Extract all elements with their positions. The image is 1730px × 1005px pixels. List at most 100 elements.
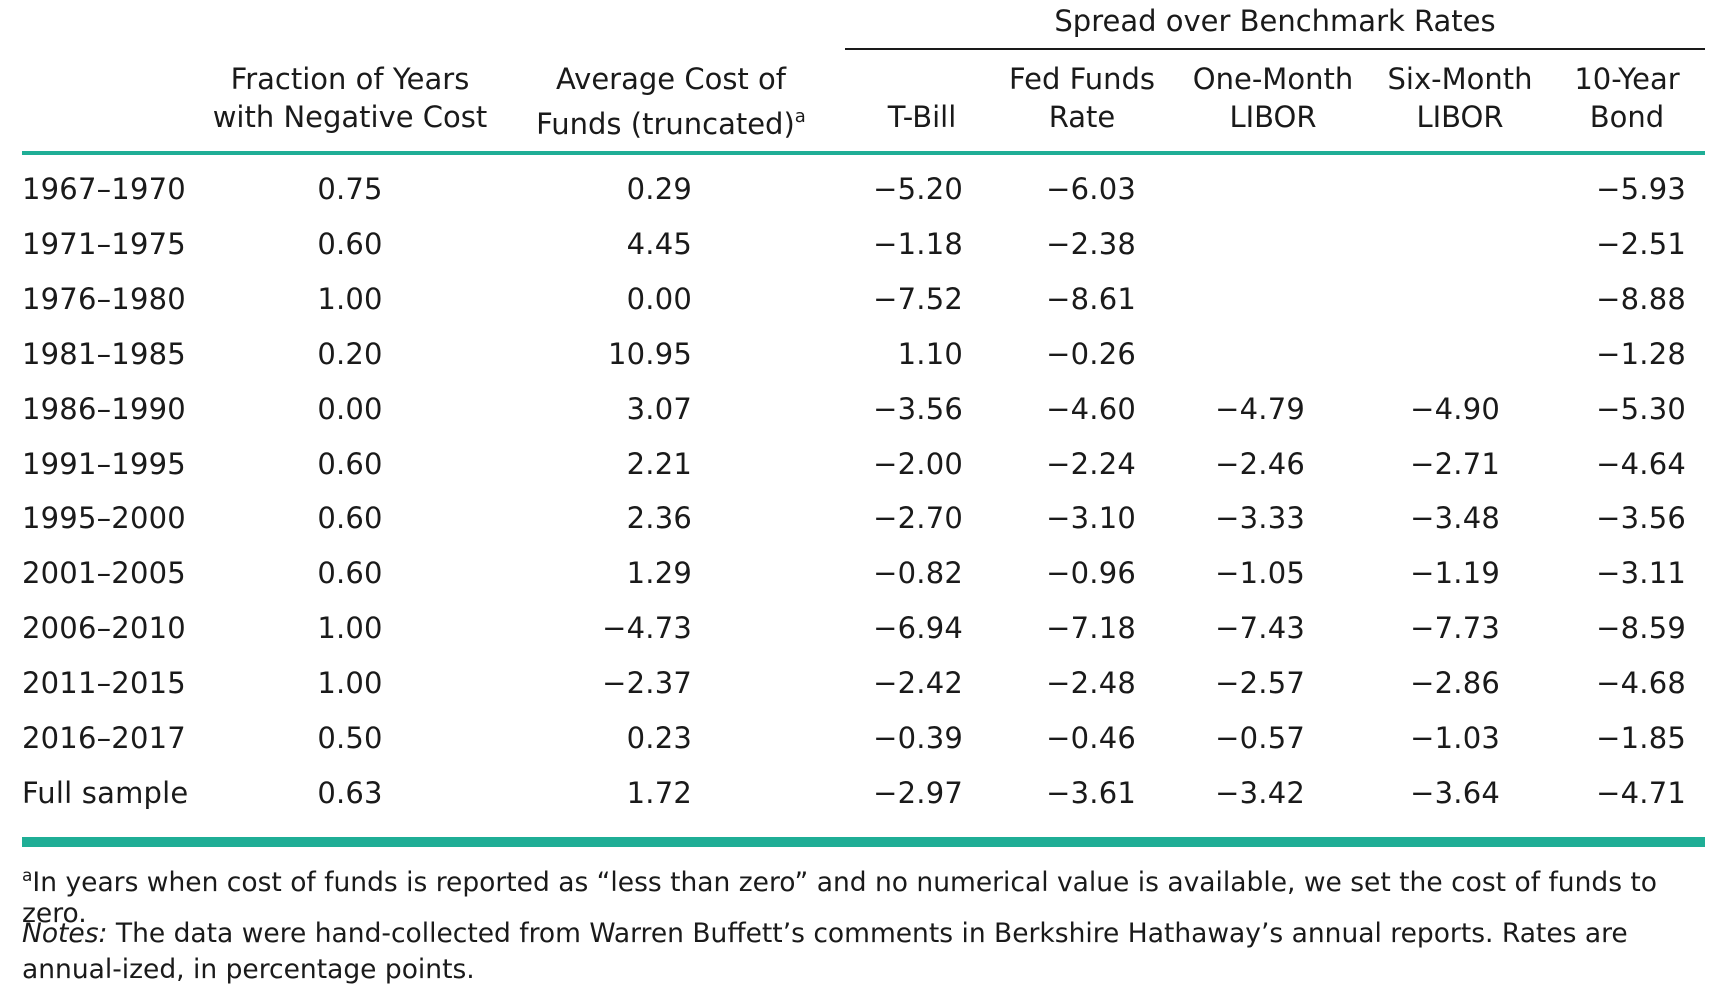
table-cell: −2.51 bbox=[1596, 227, 1686, 261]
column-header-5: One-Month LIBOR bbox=[1123, 60, 1423, 136]
table-cell: −5.93 bbox=[1596, 172, 1686, 206]
table-cell: −5.30 bbox=[1596, 392, 1686, 426]
table-cell: 2.36 bbox=[626, 501, 692, 535]
row-label: 1986–1990 bbox=[22, 392, 186, 426]
table-cell: 0.29 bbox=[626, 172, 692, 206]
table-cell: −2.57 bbox=[1215, 666, 1305, 700]
column-header-line1: Fraction of Years bbox=[230, 62, 470, 96]
column-header-4: Fed Funds Rate bbox=[932, 60, 1232, 136]
table-cell: −1.18 bbox=[873, 227, 963, 261]
table-cell: −0.82 bbox=[873, 556, 963, 590]
table-cell: −3.61 bbox=[1046, 776, 1136, 810]
table-cell: 0.00 bbox=[626, 282, 692, 316]
column-header-line2: Bond bbox=[1477, 98, 1730, 136]
table-cell: −3.56 bbox=[1596, 501, 1686, 535]
table-cell: −7.43 bbox=[1215, 611, 1305, 645]
column-header-line2-text: T-Bill bbox=[887, 100, 957, 134]
row-label: 2011–2015 bbox=[22, 666, 186, 700]
footnote: aIn years when cost of funds is reported… bbox=[22, 866, 1730, 929]
row-label: 1981–1985 bbox=[22, 337, 186, 371]
column-header-line1: Fed Funds bbox=[1009, 62, 1155, 96]
table-cell: −2.00 bbox=[873, 447, 963, 481]
table-cell: −6.03 bbox=[1046, 172, 1136, 206]
table-cell: −4.71 bbox=[1596, 776, 1686, 810]
table-cell: 1.10 bbox=[897, 337, 963, 371]
table-cell: −3.64 bbox=[1410, 776, 1500, 810]
column-header-superscript: a bbox=[794, 106, 806, 127]
notes-text: The data were hand-collected from Warren… bbox=[22, 918, 1628, 985]
table-cell: −2.38 bbox=[1046, 227, 1136, 261]
column-header-line2-text: LIBOR bbox=[1416, 100, 1504, 134]
table-cell: −7.18 bbox=[1046, 611, 1136, 645]
row-label: 1971–1975 bbox=[22, 227, 186, 261]
notes: Notes: The data were hand-collected from… bbox=[22, 916, 1722, 988]
table-cell: −0.96 bbox=[1046, 556, 1136, 590]
column-header-line1: Average Cost of bbox=[556, 62, 786, 96]
table-cell: −5.20 bbox=[873, 172, 963, 206]
table-cell: 0.20 bbox=[317, 337, 383, 371]
table-cell: 4.45 bbox=[626, 227, 692, 261]
table-cell: 0.00 bbox=[317, 392, 383, 426]
table-cell: 3.07 bbox=[626, 392, 692, 426]
column-header-line1: 10-Year bbox=[1574, 62, 1680, 96]
spread-group-rule bbox=[845, 48, 1705, 50]
table-cell: −2.86 bbox=[1410, 666, 1500, 700]
table-cell: −3.48 bbox=[1410, 501, 1500, 535]
table-cell: 1.00 bbox=[317, 666, 383, 700]
table-cell: −1.28 bbox=[1596, 337, 1686, 371]
table-cell: −8.88 bbox=[1596, 282, 1686, 316]
column-header-line1: Six-Month bbox=[1387, 62, 1533, 96]
column-header-6: Six-Month LIBOR bbox=[1310, 60, 1610, 136]
table-cell: 0.60 bbox=[317, 227, 383, 261]
table-cell: −4.64 bbox=[1596, 447, 1686, 481]
table-cell: −4.60 bbox=[1046, 392, 1136, 426]
table-cell: −4.90 bbox=[1410, 392, 1500, 426]
table-cell: −1.85 bbox=[1596, 721, 1686, 755]
table-cell: −3.56 bbox=[873, 392, 963, 426]
table-cell: −3.10 bbox=[1046, 501, 1136, 535]
row-label: 1967–1970 bbox=[22, 172, 186, 206]
table-cell: −2.46 bbox=[1215, 447, 1305, 481]
column-header-1: Fraction of Years with Negative Cost bbox=[200, 60, 500, 136]
table-cell: −3.33 bbox=[1215, 501, 1305, 535]
row-label: 2006–2010 bbox=[22, 611, 186, 645]
notes-label: Notes: bbox=[22, 918, 108, 949]
column-header-line2-text: Funds (truncated) bbox=[536, 107, 795, 141]
table-cell: −2.97 bbox=[873, 776, 963, 810]
column-header-line2: with Negative Cost bbox=[200, 98, 500, 136]
row-label: 2001–2005 bbox=[22, 556, 186, 590]
table-cell: −2.24 bbox=[1046, 447, 1136, 481]
table-cell: −8.61 bbox=[1046, 282, 1136, 316]
row-label: 2016–2017 bbox=[22, 721, 186, 755]
table-cell: −2.48 bbox=[1046, 666, 1136, 700]
column-header-line2-text: LIBOR bbox=[1229, 100, 1317, 134]
footnote-text: In years when cost of funds is reported … bbox=[22, 867, 1658, 929]
table-cell: 0.50 bbox=[317, 721, 383, 755]
table-cell: −6.94 bbox=[873, 611, 963, 645]
column-header-line2-text: with Negative Cost bbox=[212, 100, 488, 134]
spread-group-header: Spread over Benchmark Rates bbox=[1054, 4, 1496, 38]
table-cell: −0.39 bbox=[873, 721, 963, 755]
table-cell: 1.00 bbox=[317, 611, 383, 645]
column-header-line1: One-Month bbox=[1192, 62, 1354, 96]
table-cell: −4.68 bbox=[1596, 666, 1686, 700]
table-cell: −2.42 bbox=[873, 666, 963, 700]
table-cell: −8.59 bbox=[1596, 611, 1686, 645]
table-cell: −3.11 bbox=[1596, 556, 1686, 590]
table-cell: 1.29 bbox=[626, 556, 692, 590]
table-cell: 1.00 bbox=[317, 282, 383, 316]
table-cell: 0.75 bbox=[317, 172, 383, 206]
table-cell: −7.52 bbox=[873, 282, 963, 316]
column-header-line2: Funds (truncated)a bbox=[521, 98, 821, 143]
table-cell: −2.37 bbox=[602, 666, 692, 700]
column-header-line2-text: Rate bbox=[1048, 100, 1116, 134]
column-header-line2-text: Bond bbox=[1589, 100, 1665, 134]
table-cell: −1.19 bbox=[1410, 556, 1500, 590]
table-cell: 0.60 bbox=[317, 556, 383, 590]
table-cell: −1.05 bbox=[1215, 556, 1305, 590]
table-cell: 0.23 bbox=[626, 721, 692, 755]
column-header-line2: LIBOR bbox=[1310, 98, 1610, 136]
table-cell: 0.63 bbox=[317, 776, 383, 810]
column-header-line2: Rate bbox=[932, 98, 1232, 136]
